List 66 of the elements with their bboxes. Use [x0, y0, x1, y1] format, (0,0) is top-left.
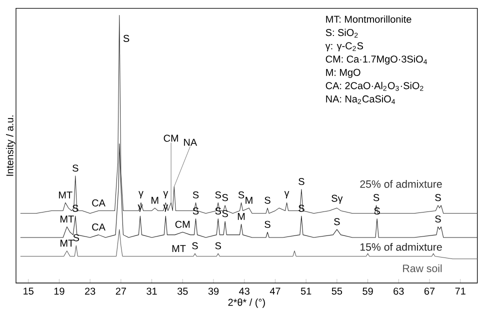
- annotation: S: [215, 242, 221, 250]
- annotation: S: [264, 196, 270, 204]
- annotation: CM: [175, 220, 190, 228]
- annotation: γ: [284, 191, 290, 198]
- annotation: CM: [164, 134, 178, 142]
- annotation: S: [374, 207, 380, 214]
- annotation: S: [298, 204, 304, 212]
- x-tick-label: 15: [24, 288, 34, 295]
- annotation: S: [192, 207, 199, 214]
- annotation: γ: [138, 191, 144, 198]
- annotation: NA: Na$_{2}$CaSiO$_{4}$: [326, 95, 396, 104]
- x-tick-label: 55: [332, 288, 342, 295]
- x-tick-label: 47: [270, 288, 280, 295]
- annotation: S: [72, 204, 78, 212]
- annotation: S: [215, 191, 221, 198]
- annotation: S: [264, 220, 270, 228]
- annotation: NA: [184, 138, 198, 146]
- annotation: S: [222, 194, 228, 202]
- annotation: MT: [172, 245, 186, 252]
- x-tick-label: 31: [146, 288, 157, 295]
- x-tick-label: 71: [455, 288, 466, 295]
- annotation: γ: [138, 204, 143, 212]
- annotation: S: [215, 207, 221, 214]
- y-axis-title: Intensity / a.u.: [6, 116, 16, 176]
- annotation: S: [334, 218, 340, 226]
- annotation: S: [373, 194, 380, 202]
- annotation: M: [238, 212, 245, 220]
- series-label: 25% of admixture: [360, 180, 442, 188]
- annotation: γ: γ-C$_{2}$S: [325, 42, 364, 52]
- annotation: S: [72, 164, 78, 172]
- x-tick-label: 43: [239, 288, 250, 295]
- annotation: CA: [92, 199, 106, 206]
- x-tick-label: 19: [54, 288, 64, 295]
- x-tick-label: 27: [116, 288, 126, 295]
- annotation: S: [222, 210, 228, 218]
- annotation: MT: [60, 216, 74, 223]
- annotation: S: [298, 178, 304, 186]
- annotation: S: SiO$_{2}$: [326, 28, 358, 38]
- x-axis-title: 2*θ* / (°): [228, 298, 265, 308]
- x-tick-label: 59: [362, 288, 373, 295]
- x-tick-label: 67: [424, 288, 435, 295]
- annotation: S: [73, 234, 80, 242]
- annotation: γ: [163, 191, 168, 198]
- annotation: CA: 2CaO·Al$_{2}$O$_{3}$·SiO$_{2}$: [326, 82, 424, 91]
- x-tick-label: 35: [177, 288, 188, 295]
- annotation: MT: [60, 240, 74, 247]
- annotation: S: [192, 191, 199, 198]
- annotation: M: [246, 196, 252, 204]
- x-tick-label: 51: [300, 288, 312, 295]
- annotation: MT: Montmorillonite: [326, 15, 412, 23]
- annotation: S: [435, 194, 441, 202]
- annotation: CM: Ca·1.7MgO·3SiO$_{4}$: [326, 55, 428, 65]
- annotation: S: [435, 215, 441, 223]
- annotation: CA: [92, 223, 106, 231]
- x-tick-label: 23: [85, 288, 96, 295]
- annotation: S: [192, 242, 198, 250]
- annotation: MT: [58, 192, 72, 198]
- series-label: Raw soil: [403, 264, 442, 272]
- annotation: M: [152, 196, 158, 204]
- annotation: M: MgO: [326, 68, 360, 78]
- x-tick-label: 39: [208, 288, 219, 295]
- annotation: S: [123, 34, 130, 42]
- series-label: 15% of admixture: [360, 242, 442, 251]
- x-tick-label: 63: [394, 288, 404, 295]
- annotation: Sγ: [332, 194, 343, 204]
- annotation: S: [238, 191, 244, 198]
